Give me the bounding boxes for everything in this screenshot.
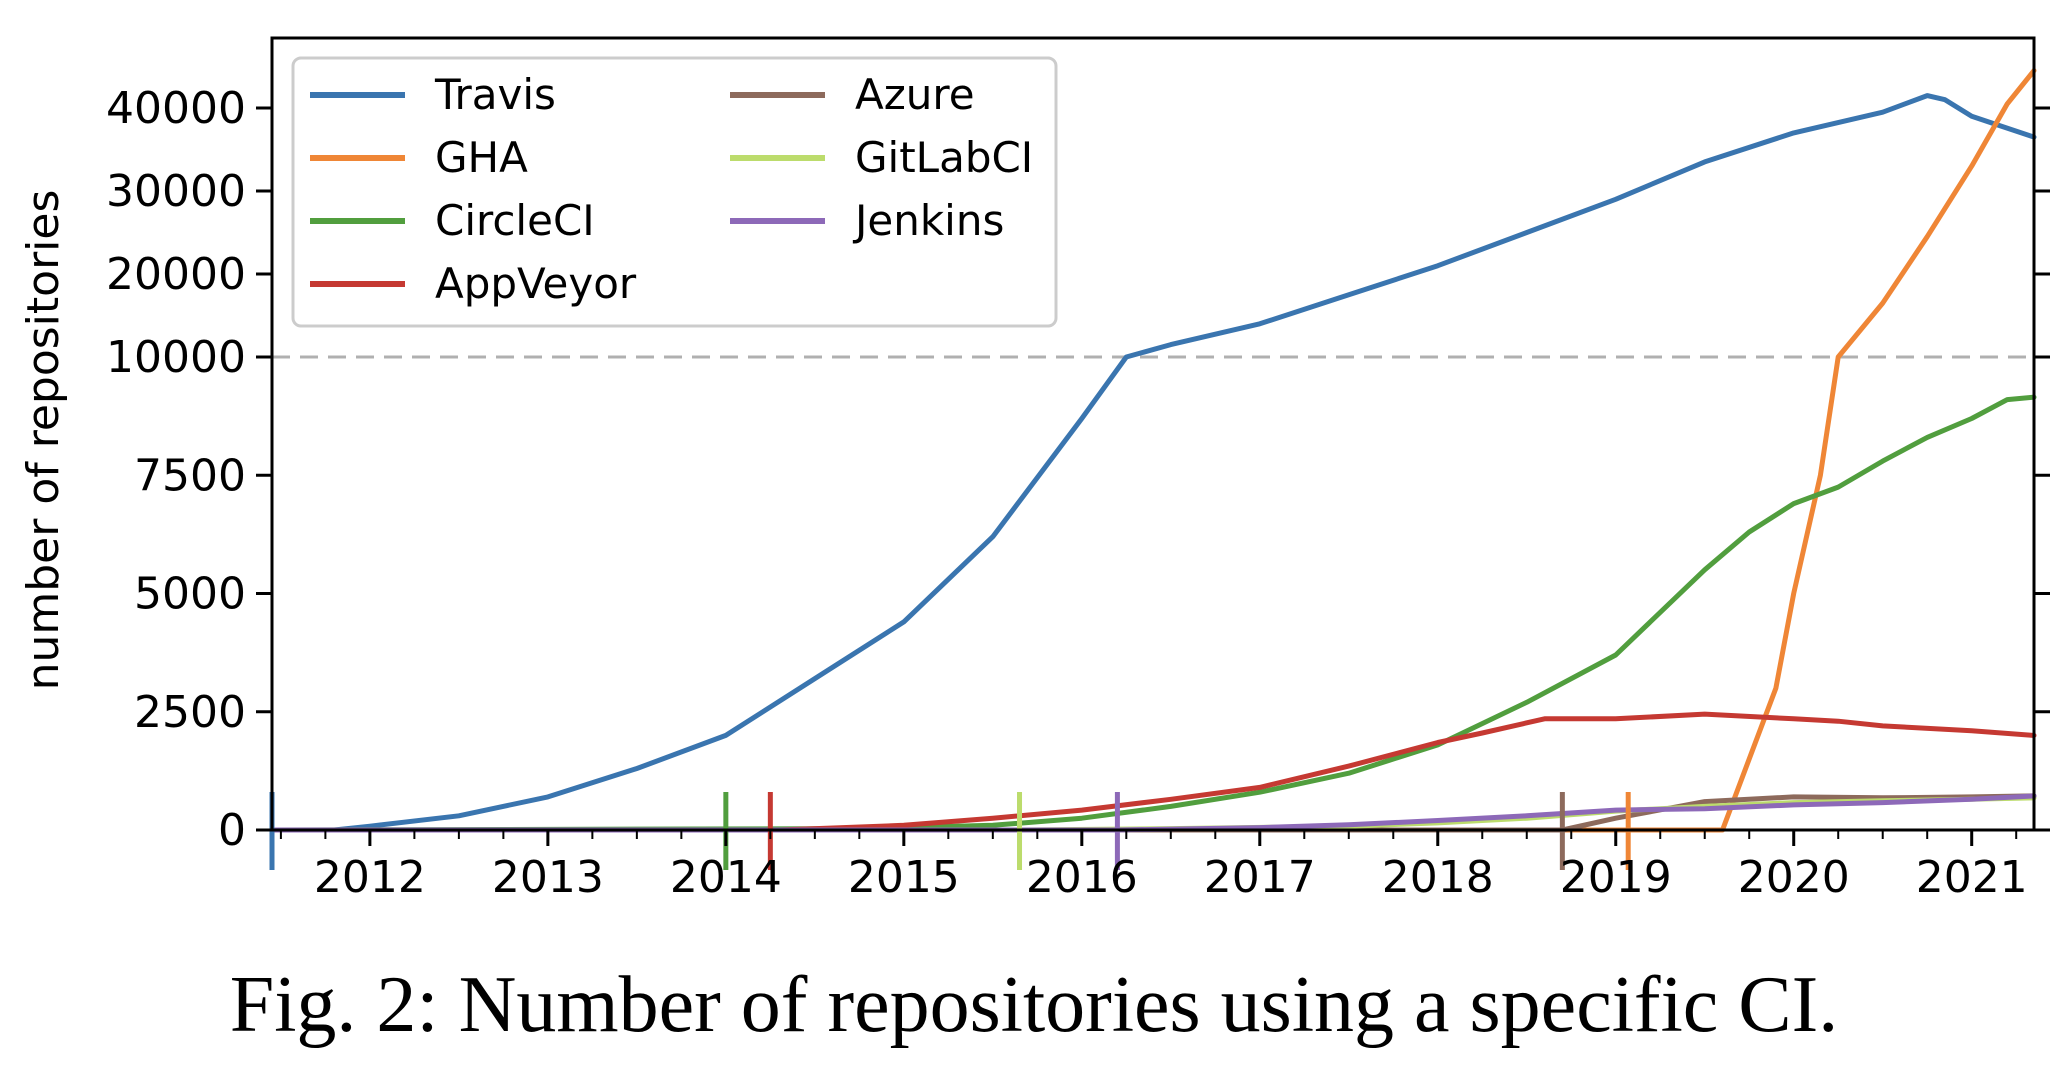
x-tick-label-2016: 2016 [1026,852,1138,903]
x-tick-label-2020: 2020 [1738,852,1850,903]
y-axis-label: number of repositories [18,190,69,691]
series-line-travis [269,93,2037,833]
x-tick-label-2014: 2014 [670,852,782,903]
series-line-circleci [269,394,2037,833]
y-tick-label-40000: 40000 [106,83,246,134]
legend-label-travis: Travis [434,70,556,119]
legend-label-azure: Azure [855,70,975,119]
y-tick-label-2500: 2500 [134,687,246,738]
x-tick-label-2021: 2021 [1916,852,2028,903]
line-chart: 2012 2013 2014 2015 2016 2017 2018 2019 2020 2021… [18,36,2050,903]
legend-label-gha: GHA [435,133,528,182]
y-tick-label-7500: 7500 [134,450,246,501]
legend-label-appveyor: AppVeyor [435,259,637,308]
x-tick-label-2018: 2018 [1382,852,1494,903]
legend-box [291,56,1058,328]
figure-caption: Fig. 2: Number of repositories using a s… [229,961,1839,1049]
x-tick-label-2017: 2017 [1204,852,1316,903]
series-line-gha [269,68,2037,833]
legend: Travis GHA CircleCI AppVeyor Azure GitLabCI Je… [291,56,1058,328]
y-tick-label-0: 0 [218,805,246,856]
series-line-appveyor [269,711,2037,833]
y-tick-label-30000: 30000 [106,166,246,217]
y-tick-label-5000: 5000 [134,569,246,620]
y-tick-label-20000: 20000 [106,249,246,300]
x-tick-label-2015: 2015 [848,852,960,903]
x-tick-label-2019: 2019 [1560,852,1672,903]
y-tick-label-10000: 10000 [106,332,246,383]
legend-label-jenkins: Jenkins [852,196,1004,245]
plot-frame [270,36,2036,832]
axes-layer: 2012 2013 2014 2015 2016 2017 2018 2019 2020 2021… [106,83,2050,903]
x-tick-label-2012: 2012 [314,852,426,903]
legend-label-circleci: CircleCI [435,196,595,245]
series-line-jenkins [269,793,2037,833]
legend-label-gitlabci: GitLabCI [855,133,1033,182]
x-tick-label-2013: 2013 [492,852,604,903]
